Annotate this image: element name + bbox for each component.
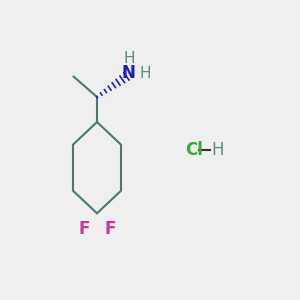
- Text: H: H: [123, 51, 135, 66]
- Text: F: F: [78, 220, 89, 238]
- Text: H: H: [139, 66, 151, 81]
- Text: Cl: Cl: [185, 141, 203, 159]
- Text: F: F: [105, 220, 116, 238]
- Text: H: H: [212, 141, 224, 159]
- Text: N: N: [122, 64, 136, 82]
